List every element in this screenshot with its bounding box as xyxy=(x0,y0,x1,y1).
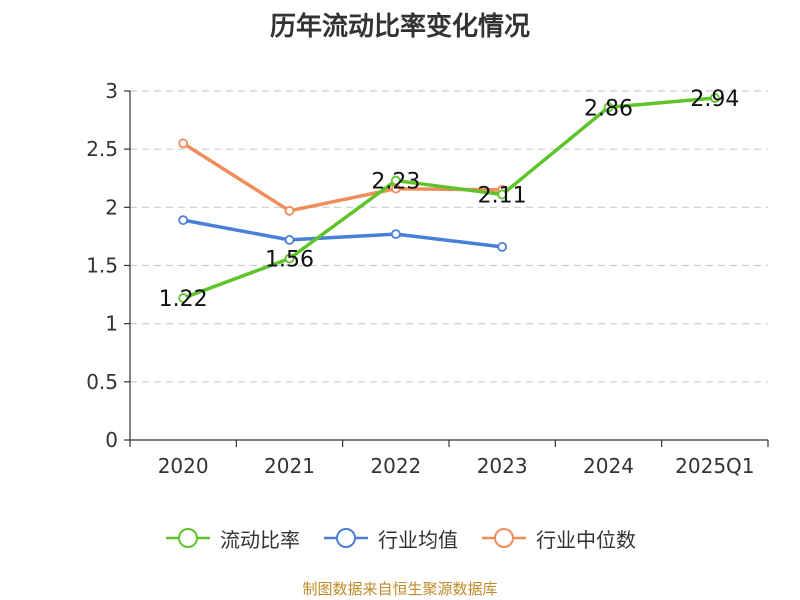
x-tick-label: 2022 xyxy=(370,454,421,478)
data-label: 2.11 xyxy=(478,184,527,209)
series-line-1 xyxy=(182,218,503,249)
y-tick-label: 2.5 xyxy=(86,137,118,161)
grid-layer xyxy=(130,90,768,383)
legend-item[interactable]: 行业中位数 xyxy=(480,524,636,553)
x-tick-label: 2021 xyxy=(264,454,315,478)
data-point xyxy=(390,229,401,239)
data-label: 2.94 xyxy=(690,87,739,112)
legend-swatch-icon xyxy=(324,528,368,548)
y-tick-label: 3 xyxy=(105,79,118,103)
data-point xyxy=(178,138,189,149)
data-point xyxy=(709,93,720,103)
x-tick-label: 2024 xyxy=(583,454,634,478)
data-point xyxy=(178,215,189,226)
y-tick-label: 1 xyxy=(105,312,118,336)
data-point xyxy=(284,205,295,216)
x-tick-label: 2023 xyxy=(477,454,528,478)
data-point xyxy=(390,175,401,186)
series-layer xyxy=(178,93,720,303)
y-tick-label: 1.5 xyxy=(86,254,118,278)
data-label: 1.22 xyxy=(159,287,208,312)
x-tick-label: 2020 xyxy=(158,454,209,478)
x-tick-label: 2025Q1 xyxy=(675,454,754,478)
axis-layer: 0 0.5 1 1.5 2 2.5 3 2020 2021 2022 2023 2024 2025Q1 xyxy=(86,79,769,478)
data-point xyxy=(603,102,614,113)
data-label: 2.86 xyxy=(584,96,633,121)
data-label: 2.23 xyxy=(371,170,420,195)
data-point xyxy=(284,253,295,264)
legend-item[interactable]: 行业均值 xyxy=(322,524,458,553)
data-point xyxy=(497,189,508,200)
series-line-2 xyxy=(182,141,503,213)
y-tick-label: 0.5 xyxy=(86,370,118,394)
series-line-0 xyxy=(182,96,715,300)
legend-label: 流动比率 xyxy=(220,527,300,552)
data-label: 1.56 xyxy=(265,248,314,273)
legend-item[interactable]: 流动比率 xyxy=(164,524,300,553)
data-point xyxy=(284,235,295,245)
legend-swatch-icon xyxy=(482,528,526,548)
data-point xyxy=(178,293,189,303)
chart-title: 历年流动比率变化情况 xyxy=(269,12,530,42)
legend-label: 行业均值 xyxy=(378,527,458,552)
label-layer: 1.22 1.56 2.23 2.11 2.86 2.94 xyxy=(159,87,740,312)
source-note: 制图数据来自恒生聚源数据库 xyxy=(302,580,498,598)
data-point xyxy=(497,241,508,252)
legend-label: 行业中位数 xyxy=(536,527,636,552)
y-tick-label: 2 xyxy=(105,195,118,219)
legend-swatch-icon xyxy=(166,528,210,548)
legend: 流动比率 行业均值 行业中位数 xyxy=(0,520,800,556)
y-tick-label: 0 xyxy=(105,428,118,452)
